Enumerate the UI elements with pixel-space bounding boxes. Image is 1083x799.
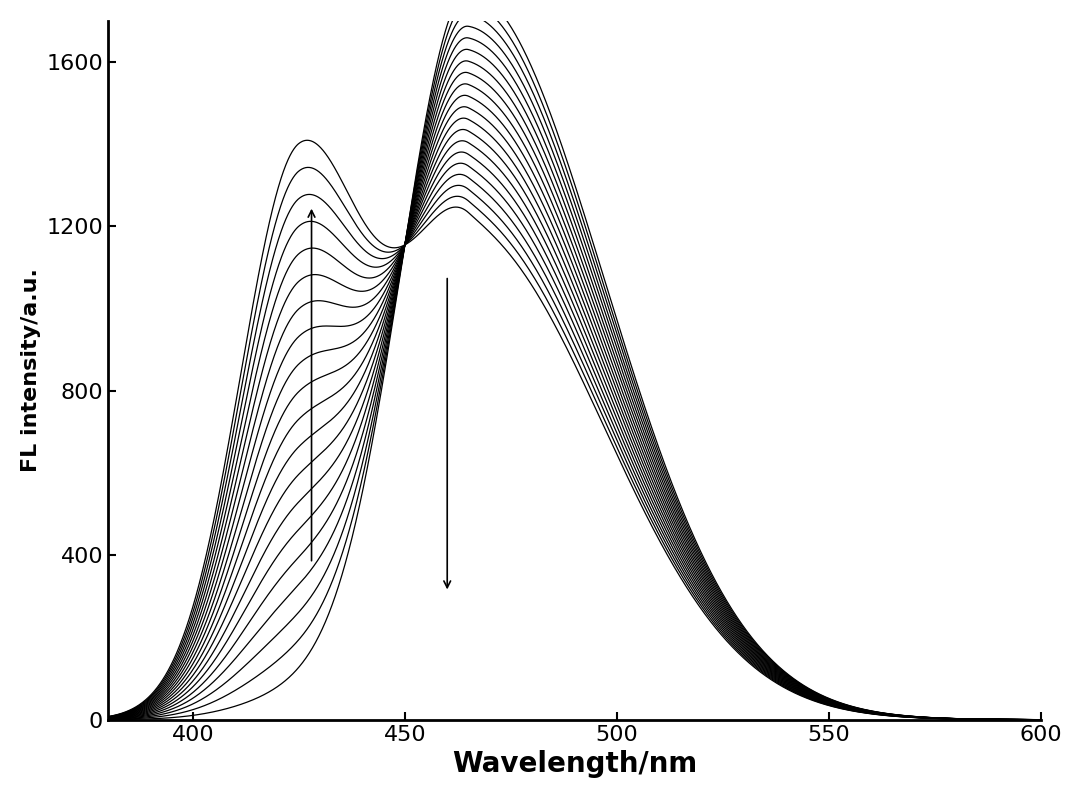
Y-axis label: FL intensity/a.u.: FL intensity/a.u.: [21, 268, 41, 472]
X-axis label: Wavelength/nm: Wavelength/nm: [452, 750, 697, 778]
